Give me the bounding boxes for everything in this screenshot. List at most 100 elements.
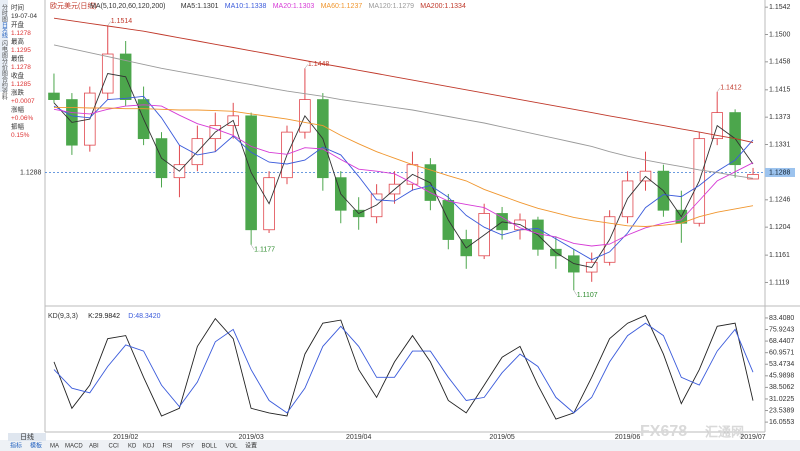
y-tick-label: 1.1500 [769,31,791,38]
annotation: 1.1177 [254,247,275,254]
toolbar-item[interactable]: MACD [65,444,83,450]
toolbar-item[interactable]: VOL [226,444,239,450]
annotation-leader [716,87,721,92]
field-value: 1.1285 [11,81,31,88]
x-tick-label: 2019/05 [489,434,514,441]
field-label: 时间 [11,3,24,12]
legend-item: D:48.3420 [128,313,160,320]
y-tick-label: 1.1119 [769,279,789,286]
y-tick-label: 1.1246 [769,197,791,204]
annotation: 1.1412 [720,85,742,92]
line-series [53,72,754,269]
field-value: 1.1278 [11,30,31,37]
y-tick-label: 1.1458 [769,59,791,66]
toolbar-item[interactable]: RSI [163,444,173,450]
side-tab: 分时图 [0,3,7,23]
legend-item: MA5:1.1301 [181,3,219,10]
last-price-label: 1.1288 [20,169,42,176]
y-tick-label: 1.1415 [769,87,791,94]
line-series [53,44,754,179]
toolbar-item[interactable]: ABI [89,444,99,450]
last-price-label: 1.1288 [769,169,791,176]
candle-body [747,174,759,180]
toolbar-item[interactable]: PSY [182,444,194,450]
y-tick-label: 23.5389 [769,407,794,414]
toolbar-item[interactable]: 设置 [245,442,257,450]
field-label: 开盘 [11,20,25,29]
line-series [53,17,754,143]
y-tick-label: 31.0225 [769,396,794,403]
x-tick-label: 2019/02 [113,434,138,441]
field-value: +0.06% [11,115,33,122]
side-tab: 分价图 [0,57,7,77]
field-value: 1.1295 [11,47,31,54]
line-series [53,95,754,261]
field-value: +0.0007 [11,98,35,105]
legend-item: MA10:1.1338 [225,3,267,10]
side-tabs [0,0,8,92]
y-tick-label: 1.1161 [769,252,790,259]
watermark: 汇通网 [705,424,744,439]
y-tick-label: 45.9898 [769,373,794,380]
line-series [53,322,754,414]
annotation: 1.1514 [111,18,133,25]
y-tick-label: 53.4734 [769,361,794,368]
x-tick-label: 2019/07 [740,434,765,441]
toolbar-item[interactable]: 模板 [30,442,42,450]
toolbar-item[interactable]: CCI [109,444,120,450]
toolbar-item[interactable]: 指标 [10,442,22,450]
line-series [53,104,754,247]
y-tick-label: 16.0553 [769,419,794,426]
field-value: 0.15% [11,132,30,139]
legend-item: KD(9,3,3) [48,313,78,320]
legend-item: MA60:1.1237 [321,3,363,10]
field-label: 涨跌 [11,88,25,97]
toolbar-item[interactable]: MA [50,444,59,450]
x-tick-label: 2019/04 [346,434,371,441]
toolbar [0,440,800,451]
annotation: 1.1448 [308,61,330,68]
legend-item: MA(5,10,20,60,120,200) [90,3,166,10]
field-label: 振幅 [11,122,25,131]
field-value: 19-07-04 [11,13,37,20]
legend-item: K:29.9842 [88,313,120,320]
field-label: 涨幅 [11,105,25,114]
period-label[interactable]: 日线 [20,432,34,441]
annotation-leader [107,21,111,26]
x-tick-label: 2019/06 [615,434,640,441]
toolbar-item[interactable]: KDJ [143,444,154,450]
line-series [53,314,754,420]
side-tab: 合约资料 [0,75,7,101]
y-tick-label: 1.1373 [769,114,791,121]
y-tick-label: 83.4080 [769,315,794,322]
side-tab: 闪电图 [0,39,7,59]
legend-item: MA200:1.1334 [420,3,466,10]
y-tick-label: 68.4407 [769,338,794,345]
y-tick-label: 1.1331 [769,141,791,148]
annotation: 1.1107 [577,292,598,299]
y-tick-label: 1.1204 [769,224,791,231]
annotation-leader [573,290,578,296]
side-tab[interactable]: 日K线 [0,22,7,38]
chart-title: 欧元美元(日线) [50,1,97,10]
field-label: 最高 [11,37,25,46]
y-tick-label: 75.9243 [769,326,794,333]
candle-body [48,92,60,100]
toolbar-item[interactable]: BOLL [202,444,218,450]
last-price-box [765,167,795,177]
field-label: 收盘 [11,71,25,80]
y-tick-label: 1.1542 [769,4,791,11]
legend-item: MA20:1.1303 [273,3,315,10]
line-series [54,106,754,227]
field-value: 1.1278 [11,64,31,71]
watermark: FX678 [640,423,687,440]
annotation-leader [250,244,255,250]
field-label: 最低 [11,54,25,63]
y-tick-label: 60.9571 [769,350,794,357]
toolbar-item[interactable]: KD [128,444,137,450]
y-tick-label: 38.5062 [769,384,794,391]
period-button[interactable] [8,433,46,441]
legend-item: MA120:1.1279 [369,3,415,10]
